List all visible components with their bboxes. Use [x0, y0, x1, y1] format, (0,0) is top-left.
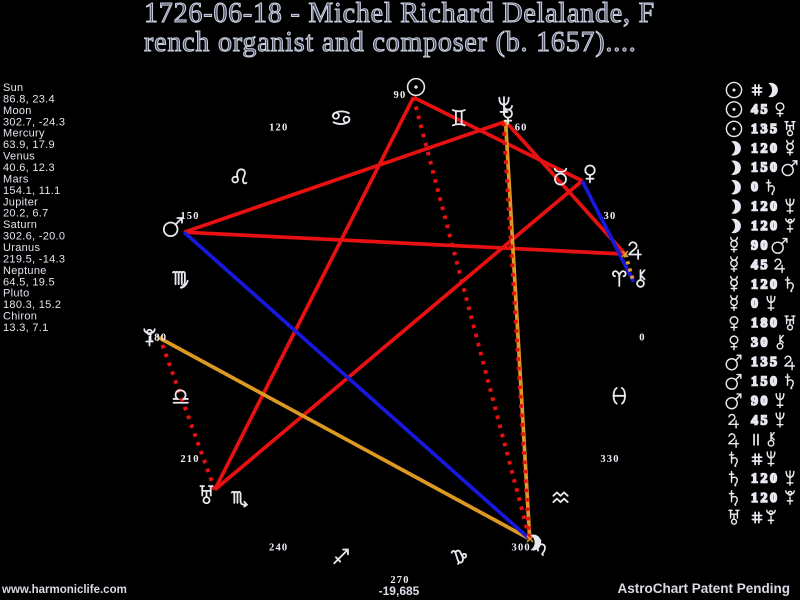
svg-text:90: 90 — [751, 238, 770, 253]
svg-text:90: 90 — [394, 90, 407, 101]
svg-text:120: 120 — [751, 141, 780, 156]
svg-text:120: 120 — [751, 491, 780, 506]
svg-text:Moon: Moon — [3, 105, 32, 117]
svg-text:Saturn: Saturn — [3, 219, 37, 231]
svg-text:60: 60 — [515, 123, 528, 134]
svg-text:www.harmoniclife.com: www.harmoniclife.com — [1, 584, 127, 596]
svg-text:0: 0 — [751, 180, 761, 195]
svg-text:45: 45 — [751, 258, 770, 273]
svg-text:180: 180 — [751, 316, 780, 331]
svg-text:120: 120 — [269, 123, 288, 134]
svg-text:Uranus: Uranus — [3, 242, 40, 254]
svg-text:270: 270 — [390, 575, 409, 586]
svg-text:0: 0 — [639, 333, 645, 344]
svg-text:Sun: Sun — [3, 82, 23, 94]
svg-text:20.2, 6.7: 20.2, 6.7 — [3, 208, 49, 220]
svg-text:63.9, 17.9: 63.9, 17.9 — [3, 139, 55, 151]
svg-text:64.5, 19.5: 64.5, 19.5 — [3, 276, 55, 288]
svg-text:120: 120 — [751, 200, 780, 215]
svg-text:30: 30 — [751, 336, 770, 351]
svg-text:Pluto: Pluto — [3, 288, 30, 300]
svg-text:1726-06-18 - Michel Richard De: 1726-06-18 - Michel Richard Delalande, F — [144, 0, 655, 29]
svg-text:Jupiter: Jupiter — [3, 196, 38, 208]
svg-text:210: 210 — [180, 454, 199, 465]
svg-text:135: 135 — [751, 355, 780, 370]
svg-text:120: 120 — [751, 277, 780, 292]
svg-text:150: 150 — [180, 211, 199, 222]
svg-text:45: 45 — [751, 102, 770, 117]
svg-text:Neptune: Neptune — [3, 265, 47, 277]
svg-text:219.5, -14.3: 219.5, -14.3 — [3, 253, 65, 265]
svg-text:154.1, 11.1: 154.1, 11.1 — [3, 185, 61, 197]
svg-text:0: 0 — [751, 297, 761, 312]
svg-text:180: 180 — [148, 333, 167, 344]
svg-text:Mars: Mars — [3, 173, 29, 185]
svg-text:40.6, 12.3: 40.6, 12.3 — [3, 162, 55, 174]
svg-text:302.7, -24.3: 302.7, -24.3 — [3, 116, 65, 128]
svg-text:150: 150 — [751, 161, 780, 176]
svg-text:AstroChart Patent Pending: AstroChart Patent Pending — [617, 581, 790, 596]
svg-text:135: 135 — [751, 122, 780, 137]
svg-text:240: 240 — [269, 543, 288, 554]
svg-text:Mercury: Mercury — [3, 128, 45, 140]
svg-text:120: 120 — [751, 219, 780, 234]
svg-text:150: 150 — [751, 374, 780, 389]
svg-text:90: 90 — [751, 394, 770, 409]
svg-text:rench organist and composer (b: rench organist and composer (b. 1657)...… — [144, 27, 637, 58]
svg-text:300: 300 — [512, 543, 531, 554]
svg-text:13.3, 7.1: 13.3, 7.1 — [3, 322, 49, 334]
svg-text:Venus: Venus — [3, 151, 35, 163]
svg-text:302.6, -20.0: 302.6, -20.0 — [3, 231, 65, 243]
svg-text:30: 30 — [604, 211, 617, 222]
svg-text:-19,685: -19,685 — [379, 584, 420, 598]
svg-text:180.3, 15.2: 180.3, 15.2 — [3, 299, 61, 311]
svg-text:45: 45 — [751, 413, 770, 428]
svg-text:86.8, 23.4: 86.8, 23.4 — [3, 93, 55, 105]
svg-text:330: 330 — [600, 454, 619, 465]
svg-text:120: 120 — [751, 472, 780, 487]
svg-text:Chiron: Chiron — [3, 311, 37, 323]
